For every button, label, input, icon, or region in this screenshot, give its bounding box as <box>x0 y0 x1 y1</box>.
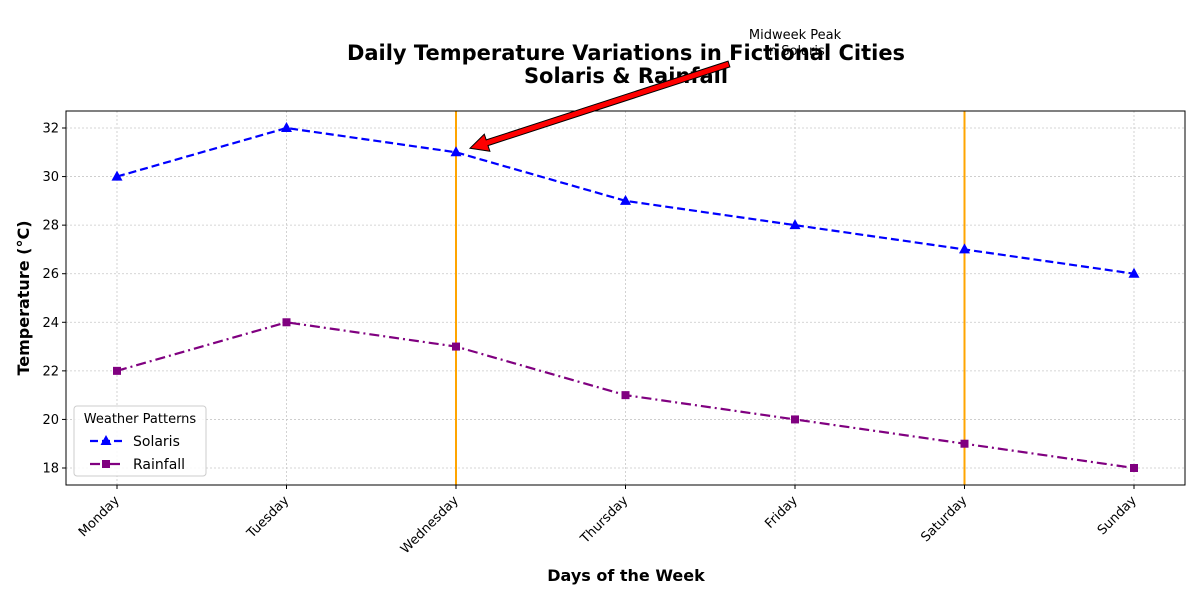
x-tick-label: Tuesday <box>244 493 293 542</box>
legend-marker-rainfall <box>102 460 110 468</box>
series-point-rainfall <box>1130 464 1138 472</box>
series-point-rainfall <box>960 439 969 448</box>
series-layer <box>111 122 1140 472</box>
y-tick-label: 20 <box>42 413 59 428</box>
legend-marker-solaris <box>100 435 112 445</box>
series-point-solaris <box>281 122 292 132</box>
x-axis-label: Days of the Week <box>547 566 705 585</box>
series-point-solaris <box>620 194 631 205</box>
y-tick-label: 28 <box>42 219 59 234</box>
y-tick-label: 26 <box>42 267 59 282</box>
series-point-rainfall <box>791 415 799 424</box>
legend-label-rainfall: Rainfall <box>133 457 185 473</box>
x-axis-ticks: Monday Tuesday Wednesday Thursday Friday Satu… <box>76 485 1140 557</box>
y-tick-label: 18 <box>42 462 59 477</box>
series-point-rainfall <box>452 342 460 351</box>
y-axis-label: Temperature (°C) <box>14 220 33 375</box>
y-tick-label: 22 <box>42 364 59 379</box>
grid <box>66 111 1185 485</box>
annotation-arrow <box>468 60 731 152</box>
series-point-solaris <box>450 146 462 157</box>
series-point-solaris <box>1128 267 1140 278</box>
chart-title-line1: Daily Temperature Variations in Fictiona… <box>347 41 905 65</box>
series-point-rainfall <box>282 318 291 327</box>
y-tick-label: 32 <box>42 122 59 137</box>
x-tick-label: Monday <box>76 493 123 540</box>
y-tick-label: 24 <box>42 316 59 331</box>
series-point-solaris <box>789 219 801 230</box>
annotation-text-line1: Midweek Peak <box>749 28 842 43</box>
legend-label-solaris: Solaris <box>133 434 180 450</box>
x-tick-label: Friday <box>762 493 801 532</box>
y-tick-label: 30 <box>42 170 59 185</box>
series-point-solaris <box>111 170 123 181</box>
legend: Weather Patterns Solaris Rainfall <box>73 405 207 477</box>
annotation: Midweek Peak in Solaris <box>468 28 842 152</box>
series-point-rainfall <box>113 366 121 375</box>
annotation-text-line2: in Solaris <box>765 44 825 59</box>
y-axis-ticks: 18 20 22 24 26 28 30 32 <box>42 122 66 477</box>
legend-entries: Solaris Rainfall <box>90 434 185 473</box>
vertical-reference-lines <box>455 111 966 485</box>
series-point-solaris <box>959 243 970 254</box>
legend-title: Weather Patterns <box>84 412 197 427</box>
x-tick-label: Saturday <box>918 493 970 545</box>
series-point-rainfall <box>621 391 630 400</box>
x-tick-label: Wednesday <box>398 493 462 557</box>
legend-box <box>73 405 207 477</box>
x-tick-label: Sunday <box>1095 493 1140 538</box>
x-tick-label: Thursday <box>577 493 631 547</box>
